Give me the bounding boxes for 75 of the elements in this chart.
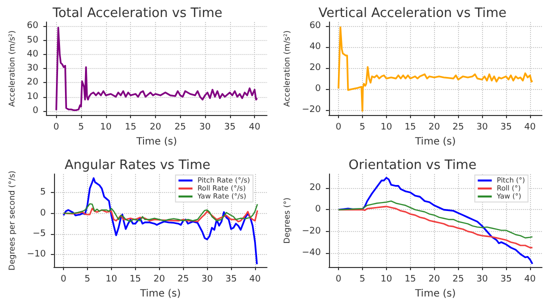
y-tick-label: −10 — [26, 250, 46, 260]
chart-title: Vertical Acceleration vs Time — [318, 6, 507, 21]
x-tick-label: 15 — [404, 122, 416, 133]
y-tick-label: 0 — [32, 106, 39, 116]
y-tick-label: −40 — [302, 248, 322, 258]
x-axis-title: Time (s) — [414, 136, 456, 148]
y-tick-label: 60 — [26, 21, 39, 32]
y-tick-label: 40 — [26, 49, 39, 60]
y-tick-label: −20 — [302, 104, 322, 115]
x-tick-label: 40 — [248, 122, 261, 133]
x-tick-label: 10 — [100, 122, 112, 133]
x-tick-label: 0 — [60, 274, 67, 285]
y-axis-title: Degrees per second (°/s) — [8, 170, 16, 270]
y-axis-title: Acceleration (m/s²) — [8, 30, 16, 107]
x-tick-label: 10 — [106, 274, 118, 285]
x-tick-label: 35 — [225, 274, 237, 285]
x-tick-label: 35 — [224, 122, 236, 133]
x-axis-title: Time (s) — [135, 136, 178, 148]
x-tick-label: 30 — [476, 122, 488, 133]
x-tick-label: 40 — [249, 274, 262, 285]
y-tick-label: −5 — [32, 229, 46, 239]
y-tick-label: 5 — [40, 188, 46, 198]
x-tick-label: 5 — [78, 122, 84, 133]
x-tick-label: 10 — [380, 122, 392, 133]
x-tick-label: 10 — [380, 274, 392, 285]
x-tick-label: 25 — [174, 122, 186, 133]
y-tick-label: 0 — [315, 84, 322, 94]
x-tick-label: 5 — [360, 122, 366, 133]
y-tick-label: 20 — [309, 183, 322, 194]
x-tick-label: 0 — [336, 274, 342, 285]
x-tick-label: 25 — [177, 274, 189, 285]
x-tick-label: 40 — [524, 274, 536, 285]
x-tick-label: 20 — [428, 122, 440, 133]
y-tick-label: 60 — [309, 21, 322, 32]
chart-title: Orientation vs Time — [348, 158, 476, 173]
y-tick-label: 20 — [309, 63, 322, 74]
y-tick-label: 0 — [315, 204, 322, 215]
x-tick-label: 30 — [199, 122, 212, 133]
y-tick-label: 30 — [26, 64, 39, 74]
x-tick-label: 20 — [154, 274, 166, 285]
y-tick-label: 40 — [309, 42, 322, 52]
y-tick-label: 10 — [26, 92, 39, 102]
x-tick-label: 5 — [84, 274, 90, 285]
x-tick-label: 40 — [524, 122, 536, 133]
y-tick-label: 20 — [26, 78, 39, 88]
y-tick-label: 50 — [26, 35, 39, 46]
x-tick-label: 35 — [500, 274, 512, 285]
line-series — [338, 26, 534, 112]
x-tick-label: 25 — [452, 122, 464, 133]
x-tick-label: 20 — [150, 122, 162, 133]
x-tick-label: 15 — [404, 274, 416, 285]
x-axis-title: Time (s) — [139, 288, 181, 300]
chart-title: Angular Rates vs Time — [64, 158, 210, 173]
x-tick-label: 15 — [124, 122, 136, 133]
y-axis-title: Acceleration (m/s²) — [282, 30, 292, 107]
x-tick-label: 15 — [130, 274, 142, 285]
y-axis-title: Degrees (°) — [282, 198, 292, 244]
line-series — [55, 26, 258, 112]
x-tick-label: 20 — [428, 274, 440, 285]
x-tick-label: 30 — [476, 274, 488, 285]
line-series — [62, 177, 258, 266]
x-tick-label: 30 — [201, 274, 214, 285]
x-tick-label: 35 — [500, 122, 512, 133]
x-tick-label: 5 — [360, 274, 366, 285]
x-tick-label: 25 — [452, 274, 464, 285]
x-tick-label: 0 — [53, 122, 60, 133]
y-tick-label: −20 — [302, 226, 322, 236]
line-series — [338, 176, 534, 265]
x-tick-label: 0 — [336, 122, 342, 133]
line-series — [338, 206, 534, 248]
y-tick-label: 0 — [40, 208, 46, 218]
line-series — [62, 203, 258, 222]
line-series — [338, 200, 534, 238]
chart-title: Total Acceleration vs Time — [52, 6, 222, 21]
x-axis-title: Time (s) — [414, 288, 456, 300]
